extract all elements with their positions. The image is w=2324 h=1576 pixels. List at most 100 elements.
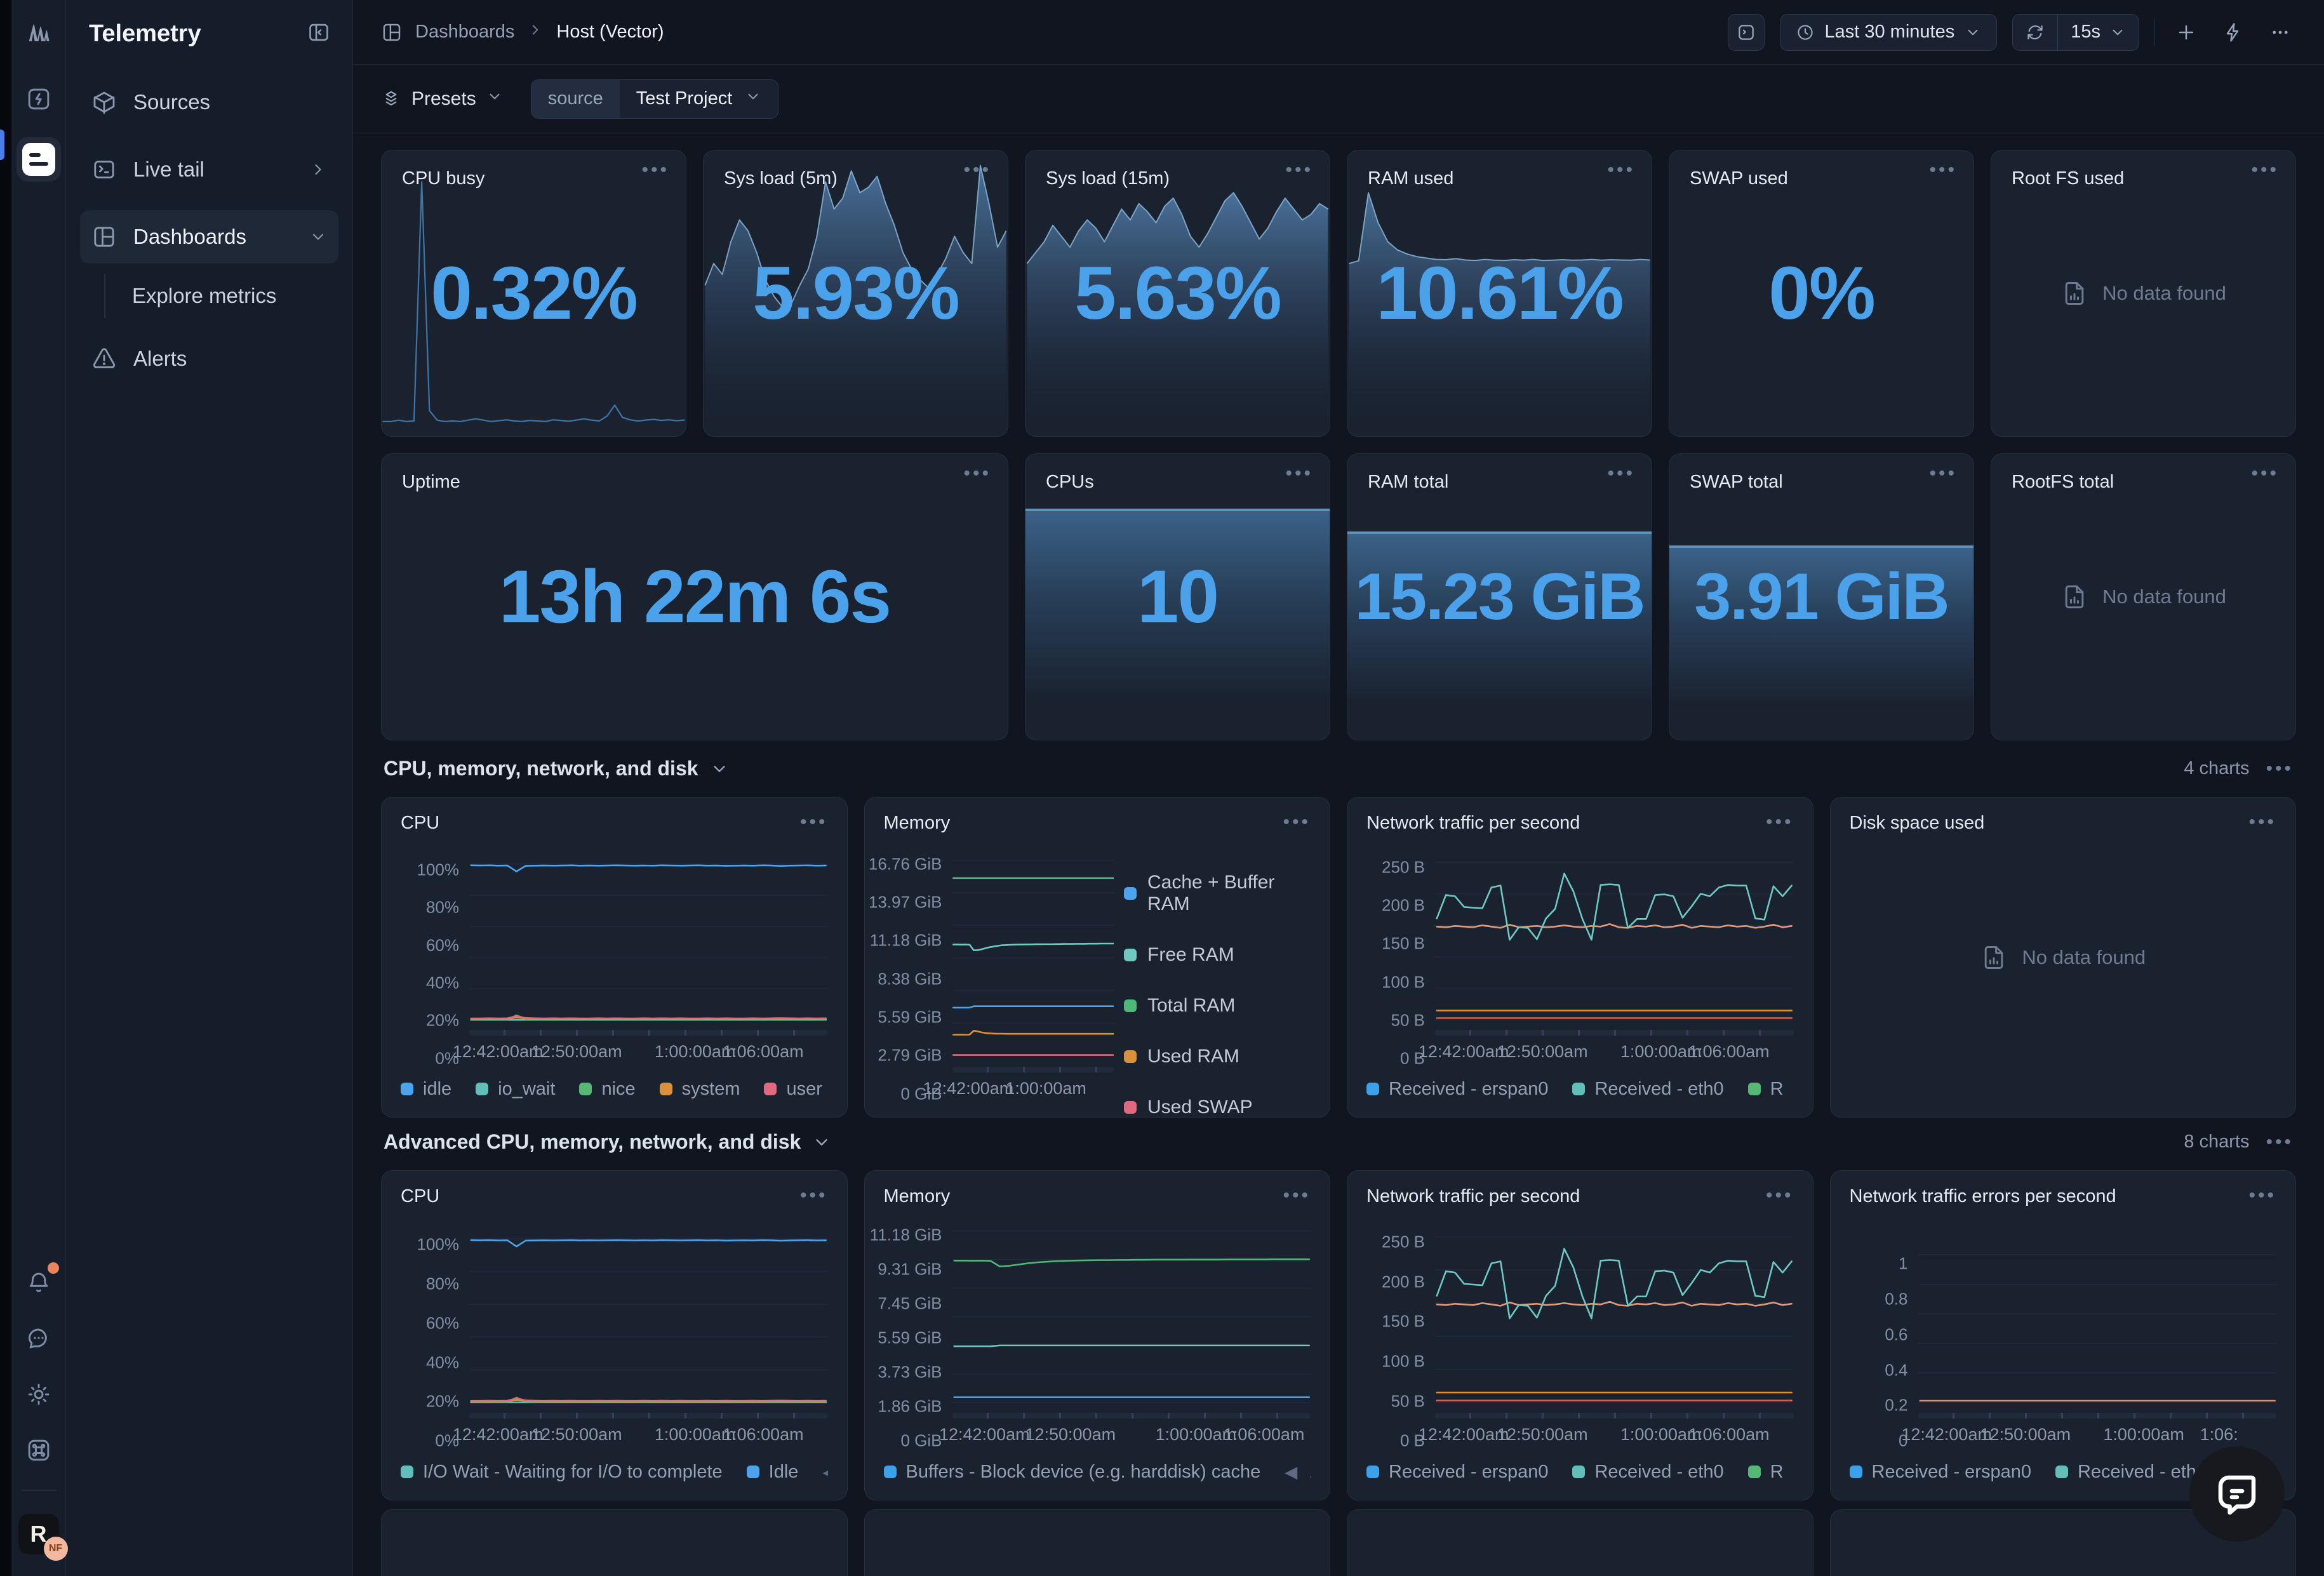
add-panel-button[interactable]	[2170, 17, 2202, 48]
y-axis-tick: 150 B	[1382, 934, 1425, 954]
card-menu-button[interactable]: •••	[641, 161, 669, 180]
legend-item[interactable]: Received - erspan0	[1366, 1462, 1548, 1483]
legend-item[interactable]: Received - eth0	[1572, 1462, 1723, 1483]
card-menu-button[interactable]: •••	[963, 464, 991, 483]
presets-dropdown[interactable]: Presets	[381, 88, 503, 110]
shortcuts-button[interactable]	[22, 1434, 55, 1467]
card-menu-button[interactable]: •••	[1285, 464, 1313, 483]
logs-panel-button[interactable]	[1728, 14, 1765, 51]
y-axis-tick: 0.2	[1885, 1396, 1907, 1415]
quick-actions-button[interactable]	[2217, 17, 2249, 48]
legend-pager: ◀ 1/5 ▶	[822, 1462, 827, 1483]
card-menu-button[interactable]: •••	[1283, 813, 1311, 832]
sidebar-item-alerts[interactable]: Alerts	[80, 332, 338, 385]
time-range-selector[interactable]: Last 30 minutes	[1780, 14, 1998, 51]
card-menu-button[interactable]: •••	[1766, 813, 1794, 832]
chat-bubble-icon	[25, 1325, 52, 1352]
chart-card-net1: Network traffic per second ••• 250 B200 …	[1347, 797, 1813, 1118]
org-avatar[interactable]: R NF	[18, 1514, 59, 1554]
breadcrumb-root[interactable]: Dashboards	[415, 22, 514, 43]
terminal-icon	[91, 157, 117, 182]
y-axis-tick: 5.59 GiB	[878, 1328, 942, 1348]
rail-footer: R NF	[18, 1266, 59, 1554]
refresh-button[interactable]	[2013, 15, 2057, 50]
x-axis-strip	[1918, 1413, 2277, 1419]
stat-card-rootfs-total: RootFS total••• No data found	[1991, 453, 2296, 740]
sidebar-item-sources[interactable]: Sources	[80, 76, 338, 129]
refresh-interval-dropdown[interactable]: 15s	[2057, 15, 2139, 50]
section-toggle[interactable]: CPU, memory, network, and disk	[384, 757, 729, 780]
legend-item[interactable]: I/O Wait - Waiting for I/O to complete	[401, 1462, 723, 1483]
card-title: Sys load (15m)	[1046, 168, 1170, 189]
chart-card-cpu2: CPU ••• 100%80%60%40%20%0% 12:42:00am12:…	[381, 1170, 848, 1500]
chat-bubble-icon	[2212, 1469, 2262, 1519]
sidebar-item-live-tail[interactable]: Live tail	[80, 143, 338, 196]
chart-plot	[1435, 838, 1794, 1027]
no-data-state: No data found	[1991, 454, 2295, 740]
theme-button[interactable]	[22, 1378, 55, 1411]
rail-item-telemetry-active[interactable]	[17, 137, 61, 182]
card-menu-button[interactable]: •••	[1285, 161, 1313, 180]
card-menu-button[interactable]: •••	[963, 161, 991, 180]
legend-item[interactable]: Received - erspan0	[1366, 1079, 1548, 1100]
presets-label: Presets	[411, 88, 476, 110]
card-menu-button[interactable]: •••	[2251, 161, 2279, 180]
legend-item[interactable]: io_wait	[476, 1079, 555, 1100]
section-menu-button[interactable]: •••	[2266, 1133, 2294, 1152]
legend-item[interactable]: Received - eth0	[1572, 1079, 1723, 1100]
legend-item[interactable]: R	[1748, 1079, 1784, 1100]
pager-prev-button[interactable]: ◀	[1285, 1462, 1297, 1482]
card-menu-button[interactable]: •••	[1607, 161, 1635, 180]
legend-item[interactable]: Received - eth0	[2055, 1462, 2207, 1483]
more-options-button[interactable]	[2264, 17, 2296, 48]
divider	[2154, 19, 2155, 46]
section-menu-button[interactable]: •••	[2266, 759, 2294, 778]
document-chart-icon	[2060, 583, 2088, 611]
stat-card-cpu-busy: CPU busy••• 0.32%	[381, 150, 686, 437]
card-menu-button[interactable]: •••	[1766, 1186, 1794, 1205]
card-menu-button[interactable]: •••	[2248, 1186, 2276, 1205]
pager-prev-button[interactable]: ◀	[822, 1462, 827, 1482]
rail-item-quickstart[interactable]	[22, 83, 55, 116]
card-menu-button[interactable]: •••	[1283, 1186, 1311, 1205]
legend-item[interactable]: Total RAM	[1124, 995, 1311, 1017]
card-menu-button[interactable]: •••	[2251, 464, 2279, 483]
chart-plot	[469, 1211, 828, 1410]
y-axis-tick: 20%	[426, 1392, 459, 1412]
legend-item[interactable]: user	[764, 1079, 822, 1100]
x-axis: 12:42:00am1:00:00am	[952, 1079, 1114, 1104]
section-toggle[interactable]: Advanced CPU, memory, network, and disk	[384, 1130, 831, 1154]
legend-item[interactable]: idle	[401, 1079, 451, 1100]
sidebar-collapse-button[interactable]	[307, 20, 331, 48]
legend-item[interactable]: Used RAM	[1124, 1046, 1311, 1067]
x-axis-tick: 12:42:00am	[453, 1425, 544, 1445]
org-badge: NF	[44, 1537, 68, 1561]
x-axis: 12:42:00am12:50:00am1:00:00am1:06:00am	[469, 1042, 828, 1067]
x-axis-tick: 12:50:00am	[531, 1042, 622, 1062]
y-axis-tick: 80%	[426, 898, 459, 918]
telemetry-icon	[22, 143, 55, 176]
legend-item[interactable]: nice	[579, 1079, 635, 1100]
legend-item[interactable]: Used SWAP	[1124, 1097, 1311, 1118]
chat-fab-button[interactable]	[2189, 1446, 2285, 1542]
card-menu-button[interactable]: •••	[800, 1186, 828, 1205]
sun-icon	[25, 1381, 52, 1408]
x-axis-tick: 1:06:00am	[1688, 1042, 1770, 1062]
card-menu-button[interactable]: •••	[800, 813, 828, 832]
card-menu-button[interactable]: •••	[1929, 161, 1957, 180]
notifications-button[interactable]	[22, 1266, 55, 1299]
refresh-interval-value: 15s	[2071, 22, 2100, 43]
sidebar-item-explore-metrics[interactable]: Explore metrics	[105, 274, 276, 318]
legend-item[interactable]: Idle	[747, 1462, 799, 1483]
legend-item[interactable]: system	[660, 1079, 740, 1100]
legend-item[interactable]: R	[1748, 1462, 1784, 1483]
legend-item[interactable]: Buffers - Block device (e.g. harddisk) c…	[884, 1462, 1261, 1483]
card-menu-button[interactable]: •••	[1607, 464, 1635, 483]
card-menu-button[interactable]: •••	[1929, 464, 1957, 483]
feedback-button[interactable]	[22, 1322, 55, 1355]
source-filter[interactable]: source Test Project	[531, 79, 779, 119]
legend-item[interactable]: Cache + Buffer RAM	[1124, 872, 1311, 915]
legend-item[interactable]: Received - erspan0	[1850, 1462, 2031, 1483]
sidebar-item-dashboards[interactable]: Dashboards	[80, 210, 338, 264]
legend-item[interactable]: Free RAM	[1124, 944, 1311, 966]
